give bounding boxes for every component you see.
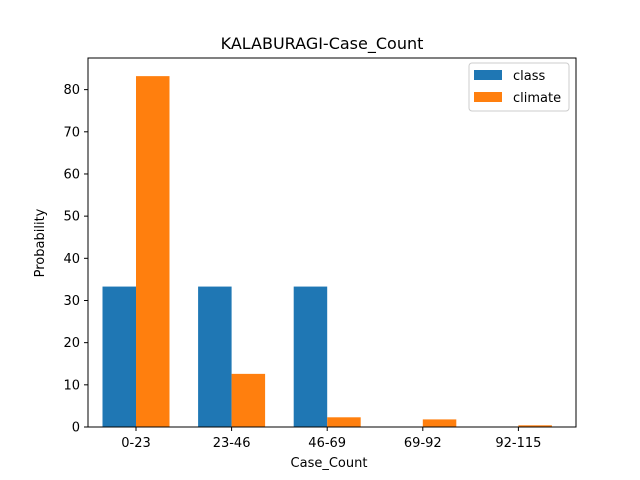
- y-tick-label: 10: [63, 378, 80, 393]
- bar-climate-69-92: [422, 419, 457, 427]
- bar-climate-46-69: [327, 417, 361, 427]
- legend-swatch-climate: [474, 92, 502, 102]
- bar-climate-92-115: [518, 425, 552, 427]
- bar-climate-23-46: [231, 373, 266, 427]
- x-tick-label: 92-115: [495, 436, 541, 451]
- bar-climate-0-23: [136, 76, 170, 427]
- plot-frame: [87, 57, 577, 428]
- y-tick-label: 0: [72, 421, 80, 436]
- x-tick-label: 0-23: [121, 436, 151, 451]
- x-axis-label: Case_Count: [291, 456, 368, 471]
- y-tick-label: 80: [63, 83, 80, 98]
- y-tick-label: 40: [63, 252, 80, 267]
- bar-class-23-46: [198, 286, 232, 427]
- y-tick-label: 50: [63, 210, 80, 225]
- x-tick-label: 69-92: [404, 436, 442, 451]
- legend-label-climate: climate: [513, 91, 561, 106]
- x-axis: 0-23 23-46 46-69 69-92 92-115: [121, 427, 541, 451]
- x-tick-label: 23-46: [213, 436, 251, 451]
- y-axis: 0 10 20 30 40 50 60 70 80: [63, 83, 88, 436]
- legend: class climate: [468, 62, 570, 112]
- y-tick-label: 30: [63, 294, 80, 309]
- plot-area: [102, 76, 552, 427]
- y-tick-label: 60: [63, 167, 80, 182]
- x-tick-label: 46-69: [308, 436, 346, 451]
- legend-label-class: class: [513, 69, 545, 84]
- y-tick-label: 20: [63, 336, 80, 351]
- chart-title: KALABURAGI-Case_Count: [221, 34, 424, 54]
- bar-class-46-69: [293, 286, 328, 427]
- bar-class-0-23: [102, 286, 136, 427]
- y-axis-label: Probability: [33, 208, 48, 277]
- y-tick-label: 70: [63, 125, 80, 140]
- legend-swatch-class: [474, 70, 502, 80]
